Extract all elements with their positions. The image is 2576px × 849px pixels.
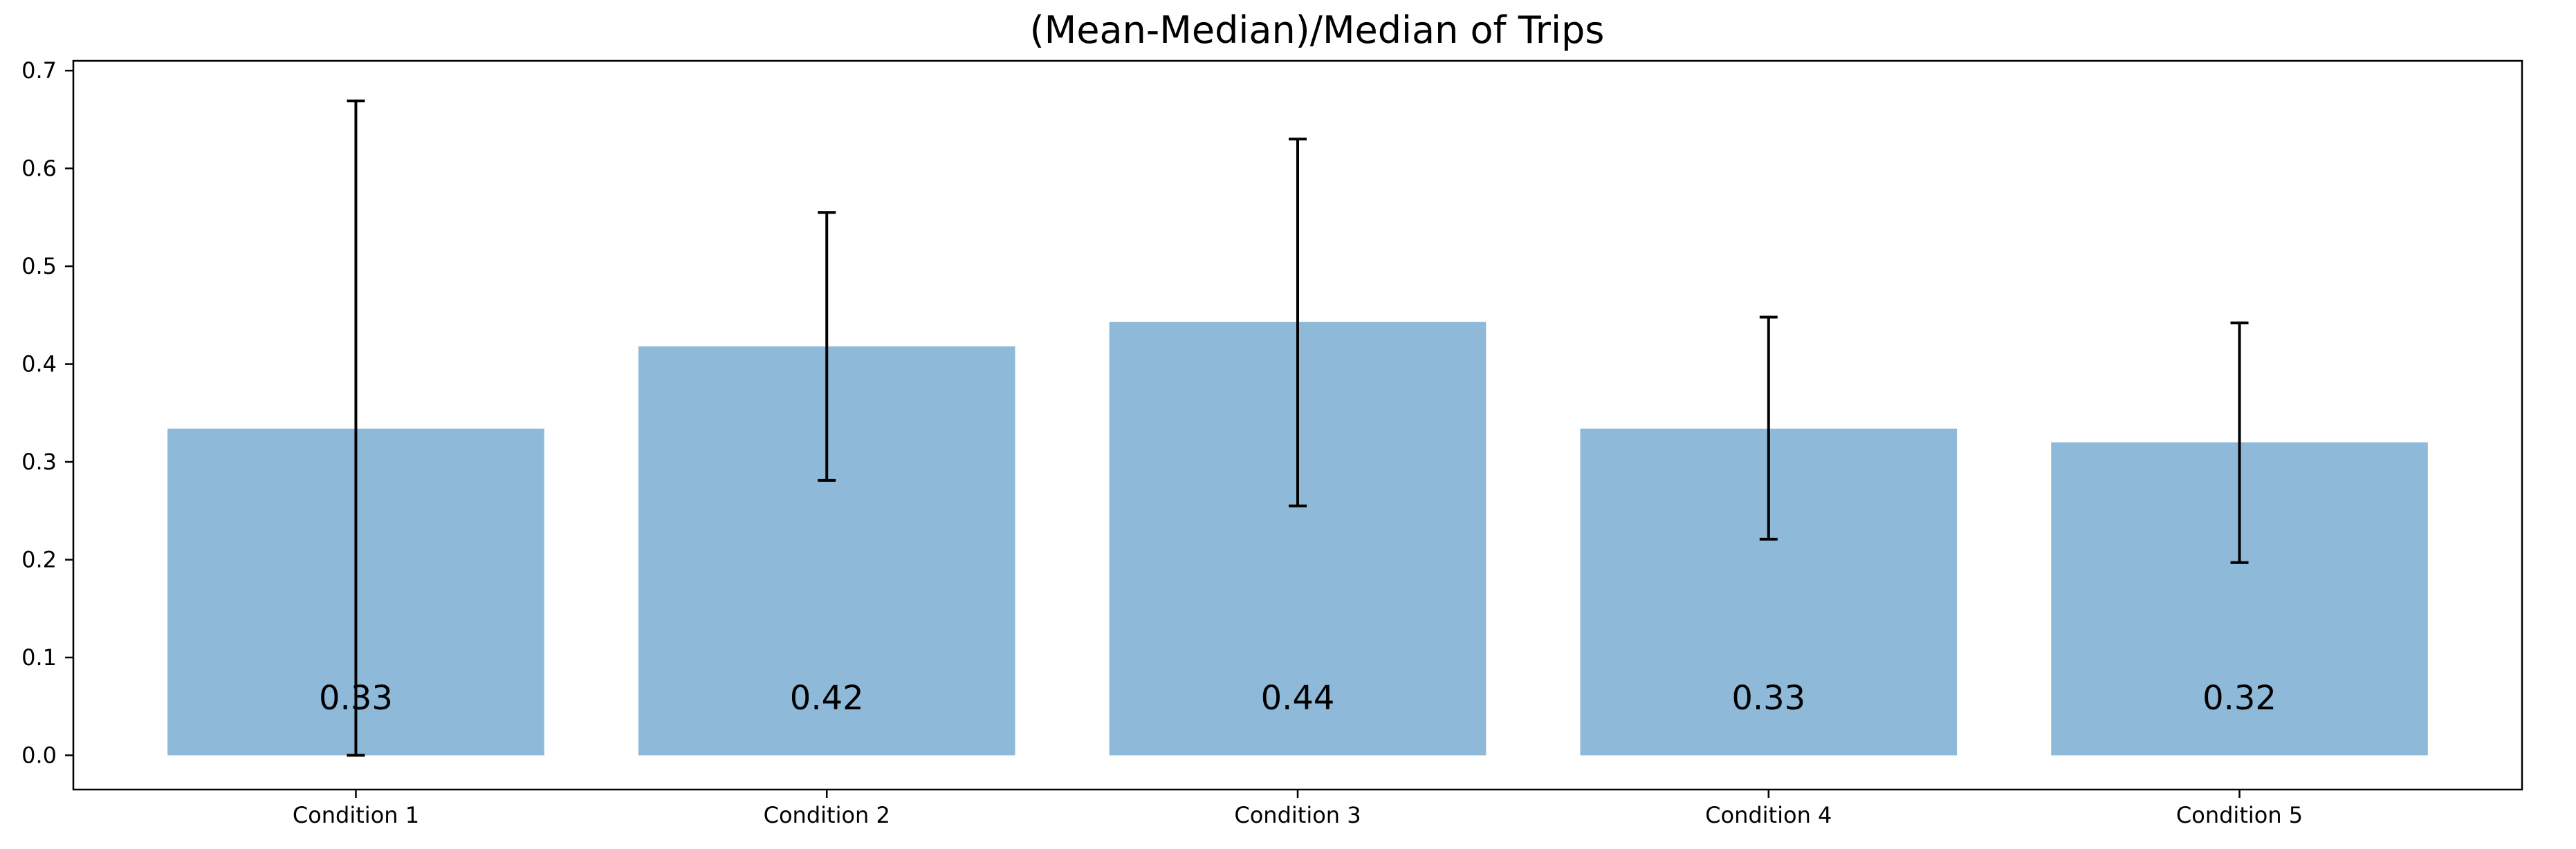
error-bars-group <box>347 100 2249 757</box>
value-label-2: 0.42 <box>790 679 864 718</box>
y-tick-label-5: 0.5 <box>21 253 57 279</box>
y-tick-label-2: 0.2 <box>21 547 57 573</box>
chart-title: (Mean-Median)/Median of Trips <box>1030 8 1605 52</box>
value-label-1: 0.33 <box>319 679 393 718</box>
x-tick-label-1: Condition 1 <box>293 802 419 828</box>
y-tick-label-1: 0.1 <box>21 644 57 671</box>
y-tick-label-7: 0.7 <box>21 57 57 84</box>
x-tick-label-3: Condition 3 <box>1234 802 1361 828</box>
value-label-4: 0.33 <box>1731 679 1805 718</box>
x-tick-label-5: Condition 5 <box>2176 802 2303 828</box>
x-axis: Condition 1 Condition 2 Condition 3 Conditi… <box>293 790 2303 828</box>
y-tick-label-4: 0.4 <box>21 351 57 377</box>
x-tick-label-2: Condition 2 <box>764 802 890 828</box>
value-label-5: 0.32 <box>2202 679 2276 718</box>
x-tick-label-4: Condition 4 <box>1705 802 1832 828</box>
y-axis: 0.0 0.1 0.2 0.3 0.4 0.5 0.6 0.7 <box>21 57 73 768</box>
value-labels-group: 0.33 0.42 0.44 0.33 0.32 <box>319 679 2276 718</box>
y-tick-label-0: 0.0 <box>21 742 57 768</box>
value-label-3: 0.44 <box>1261 679 1335 718</box>
y-tick-label-3: 0.3 <box>21 449 57 475</box>
y-tick-label-6: 0.6 <box>21 156 57 182</box>
